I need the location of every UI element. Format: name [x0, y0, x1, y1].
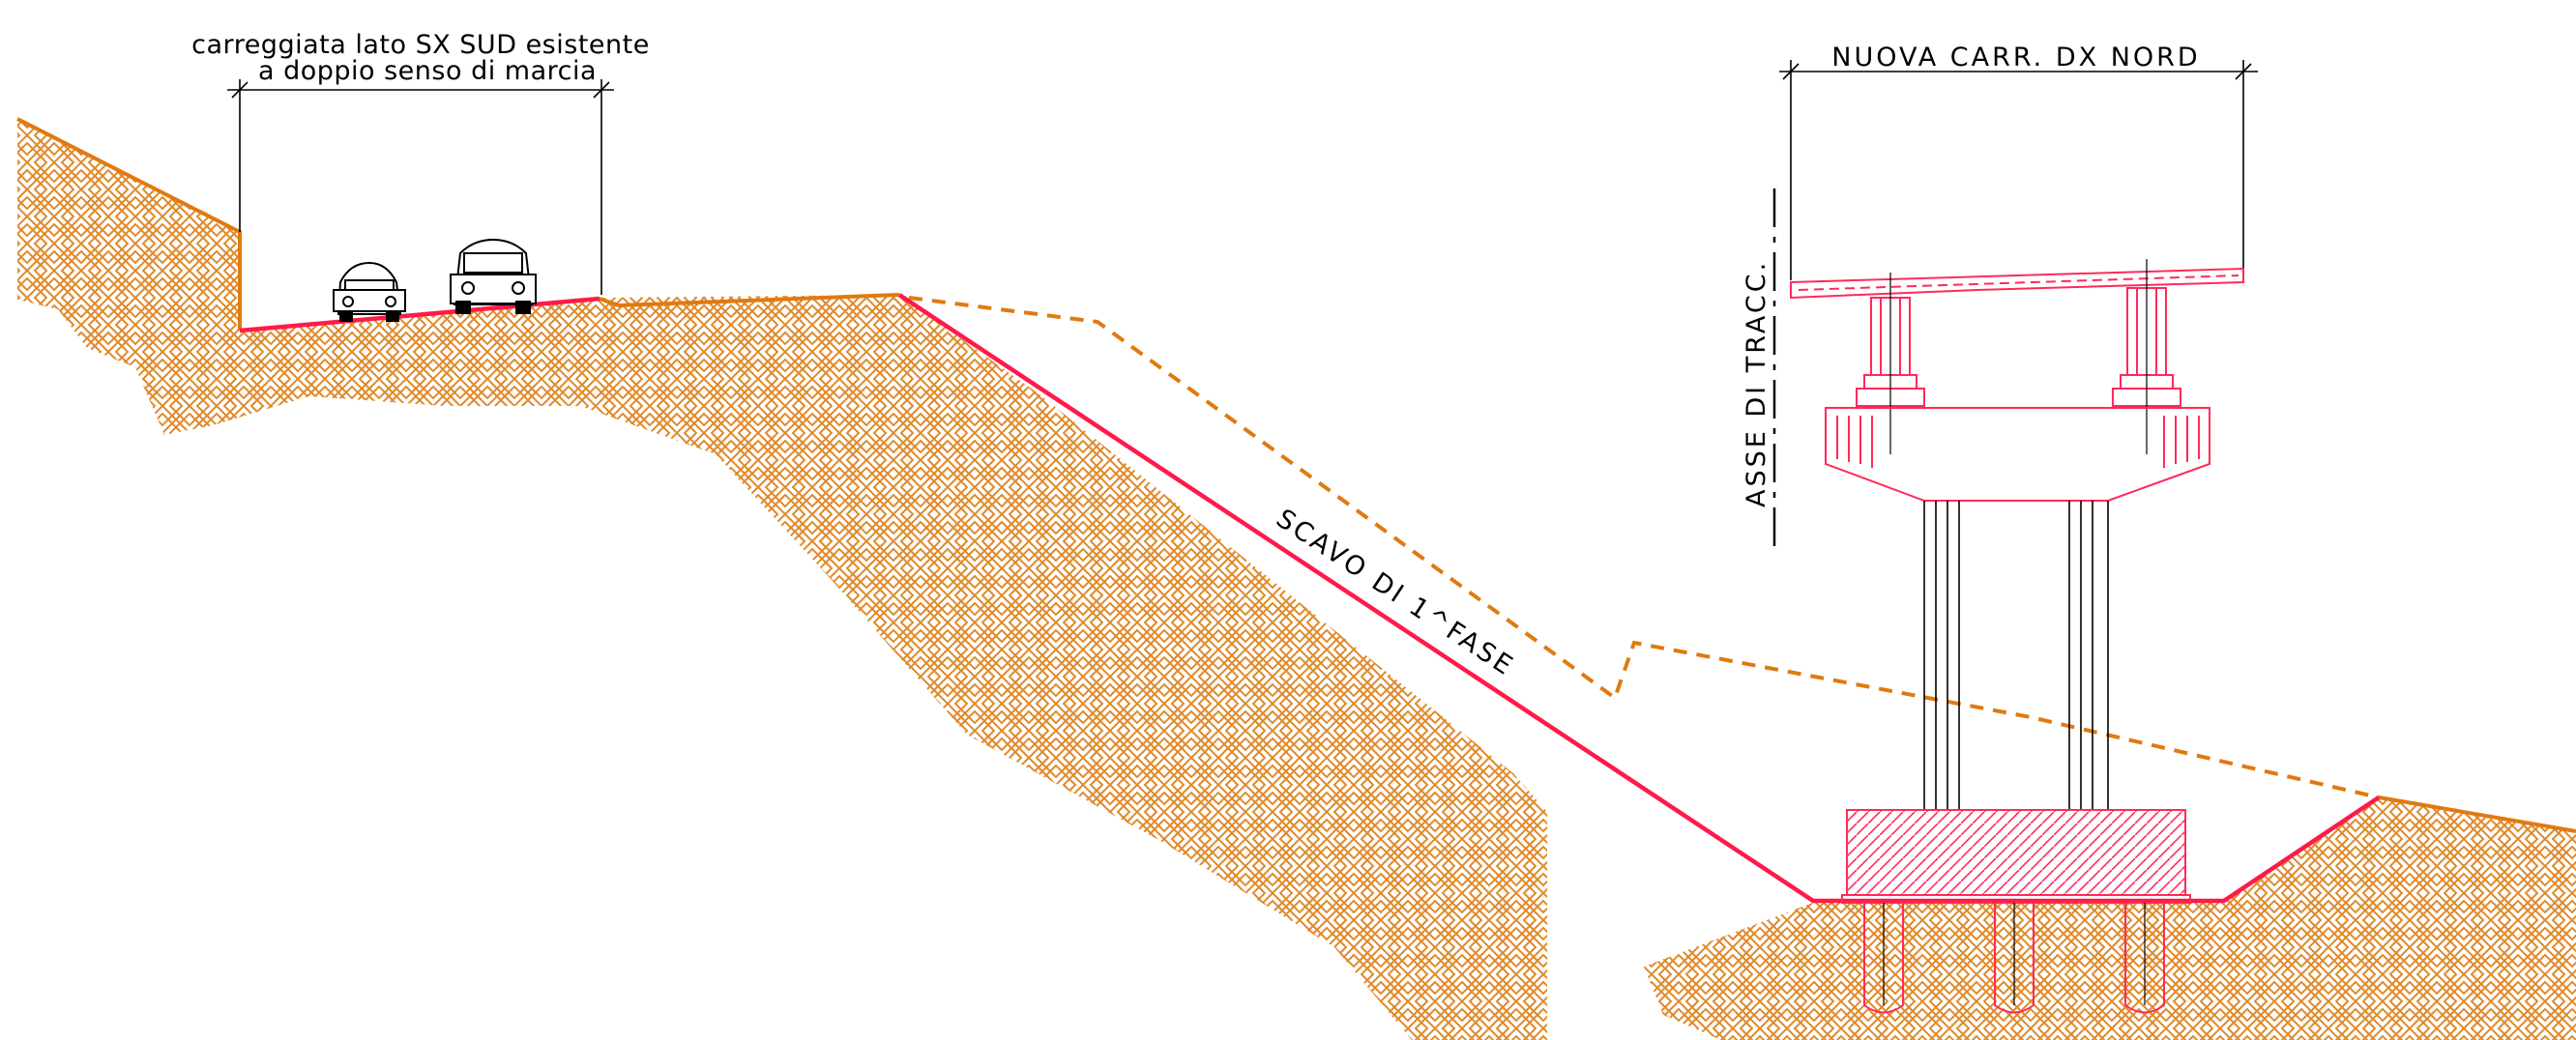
ground-line-right: [2378, 795, 2576, 833]
new-road-label: NUOVA CARR. DX NORD: [1831, 43, 2200, 72]
ground-line-road-shoulder: [599, 293, 900, 308]
dimension-new-road: [1779, 60, 2258, 280]
excavation-slope: [897, 293, 2381, 904]
axis-label: ASSE DI TRACC.: [1742, 260, 1771, 507]
terrain-upper: [17, 121, 1547, 1040]
piles: [1863, 903, 2165, 1014]
existing-road-label-line2: a doppio senso di marcia: [258, 56, 597, 86]
foundation-base: [1841, 894, 2191, 904]
terrain-right: [1644, 797, 2576, 1040]
car-small: [333, 261, 406, 322]
excavation-line: [239, 296, 600, 333]
car-suv: [450, 238, 537, 314]
original-ground-dashed: [908, 296, 2380, 799]
dimension-existing-road: [227, 79, 614, 295]
existing-road-label-line1: carreggiata lato SX SUD esistente: [191, 30, 650, 60]
pier-cap: [1825, 407, 2210, 502]
bridge-deck: [1790, 267, 2244, 300]
foundation-plinth: [1846, 809, 2186, 896]
pier-shaft: [1923, 501, 2109, 810]
